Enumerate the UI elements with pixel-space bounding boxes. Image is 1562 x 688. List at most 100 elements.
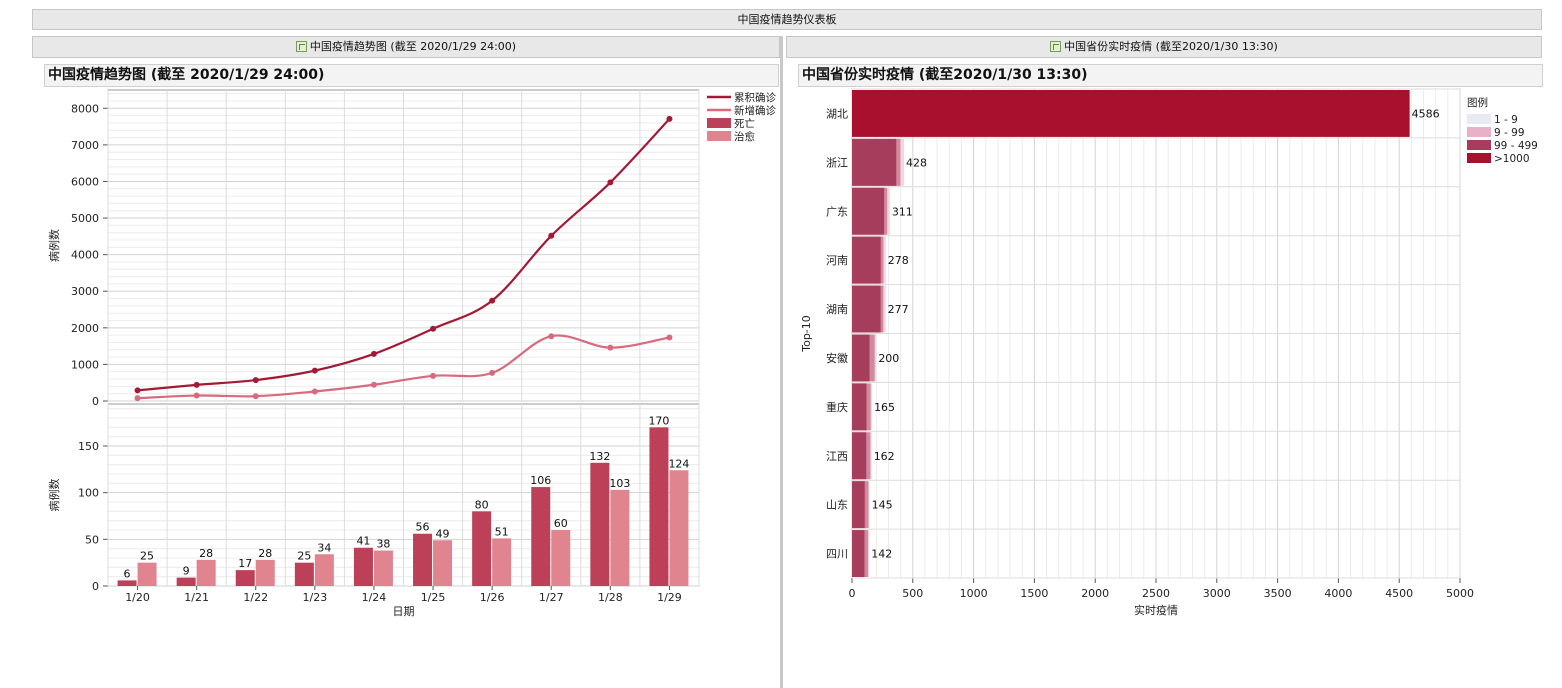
category-label: 江西 — [826, 450, 848, 463]
category-label: 湖北 — [826, 107, 848, 120]
y-tick-label: 100 — [78, 487, 99, 500]
x-tick-label: 5000 — [1446, 587, 1474, 600]
x-tick-label: 0 — [849, 587, 856, 600]
left-panel-tab-label: 中国疫情趋势图 (截至 2020/1/29 24:00) — [309, 40, 517, 53]
bar — [176, 577, 196, 586]
province-bar — [852, 138, 897, 186]
data-point — [252, 393, 259, 400]
bar-value-label: 60 — [554, 517, 568, 530]
legend-label: 9 - 99 — [1494, 127, 1525, 139]
bar — [413, 533, 433, 586]
bar-value-label: 103 — [609, 477, 630, 490]
left-chart-title-text: 中国疫情趋势图 (截至 2020/1/29 24:00) — [48, 67, 325, 83]
bar — [117, 580, 137, 586]
data-point — [134, 387, 141, 394]
data-point — [193, 381, 200, 388]
bar-value-label: 28 — [258, 547, 272, 560]
bar — [472, 511, 492, 586]
data-point — [548, 333, 555, 340]
y-axis-label: Top-10 — [800, 315, 813, 353]
x-tick-label: 1500 — [1020, 587, 1048, 600]
x-tick-label: 1/24 — [362, 591, 387, 604]
bar — [196, 559, 216, 586]
x-tick-label: 1/20 — [125, 591, 150, 604]
bar — [492, 538, 512, 586]
bar-value-label: 278 — [888, 254, 909, 267]
panel-splitter[interactable] — [780, 36, 783, 688]
data-point — [430, 372, 437, 379]
legend-swatch — [1467, 153, 1491, 163]
data-point — [430, 325, 437, 332]
province-bar — [852, 481, 865, 529]
data-point — [134, 395, 141, 402]
bar — [551, 530, 571, 586]
trend-chart: 010002000300040005000600070008000病例数累积确诊… — [47, 89, 776, 618]
bar-value-label: 6 — [124, 567, 131, 580]
bar-value-label: 80 — [475, 498, 489, 511]
x-tick-label: 1/29 — [657, 591, 682, 604]
right-panel-header[interactable]: 中国省份实时疫情 (截至2020/1/30 13:30) — [786, 36, 1542, 58]
y-tick-label: 1000 — [71, 358, 99, 371]
category-label: 广东 — [826, 205, 848, 218]
data-point — [311, 367, 318, 374]
bar — [590, 462, 610, 586]
data-point — [311, 388, 318, 395]
data-point — [370, 381, 377, 388]
bar-value-label: 34 — [317, 541, 331, 554]
category-label: 浙江 — [826, 156, 848, 169]
legend-label: 新增确诊 — [734, 104, 776, 117]
table-icon — [1050, 41, 1062, 52]
right-chart-title: 中国省份实时疫情 (截至2020/1/30 13:30) — [798, 64, 1543, 87]
x-tick-label: 1/23 — [302, 591, 327, 604]
x-tick-label: 1/25 — [421, 591, 446, 604]
bar-y-axis-label: 病例数 — [47, 479, 61, 512]
y-tick-label: 2000 — [71, 322, 99, 335]
table-icon — [295, 41, 307, 52]
bar-value-label: 132 — [589, 450, 610, 463]
y-tick-label: 6000 — [71, 175, 99, 188]
province-bar — [852, 334, 870, 382]
province-bar — [852, 285, 881, 333]
bar — [610, 489, 630, 586]
series-line — [137, 334, 670, 400]
bar — [294, 562, 314, 586]
data-point — [607, 179, 614, 186]
bar — [669, 470, 689, 586]
x-axis-label: 实时疫情 — [1134, 603, 1178, 617]
bar-value-label: 38 — [376, 538, 390, 551]
x-tick-label: 1/27 — [539, 591, 564, 604]
category-label: 四川 — [826, 548, 848, 561]
x-tick-label: 3500 — [1264, 587, 1292, 600]
bar-value-label: 124 — [668, 457, 689, 470]
bar-value-label: 311 — [892, 205, 913, 218]
left-chart-title: 中国疫情趋势图 (截至 2020/1/29 24:00) — [44, 64, 779, 87]
bar — [314, 554, 334, 586]
bar-value-label: 9 — [183, 565, 190, 578]
y-tick-label: 0 — [92, 580, 99, 593]
bar-value-label: 4586 — [1412, 107, 1440, 120]
bar-value-label: 142 — [871, 548, 892, 561]
bar-value-label: 277 — [888, 303, 909, 316]
dashboard-title: 中国疫情趋势仪表板 — [737, 13, 837, 26]
category-label: 重庆 — [826, 400, 848, 414]
dashboard-title-bar: 中国疫情趋势仪表板 — [32, 9, 1542, 30]
left-panel-header[interactable]: 中国疫情趋势图 (截至 2020/1/29 24:00) — [32, 36, 780, 58]
y-tick-label: 50 — [85, 533, 99, 546]
bar-value-label: 56 — [416, 521, 430, 534]
legend-label: >1000 — [1494, 153, 1530, 165]
bar-value-label: 170 — [648, 414, 669, 427]
bar-value-label: 106 — [530, 474, 551, 487]
province-bar — [852, 530, 865, 577]
province-bar — [852, 432, 867, 480]
x-tick-label: 1/28 — [598, 591, 623, 604]
bar — [373, 550, 393, 586]
data-point — [489, 369, 496, 376]
x-tick-label: 4000 — [1324, 587, 1352, 600]
legend-label: 死亡 — [734, 117, 755, 130]
legend-swatch — [1467, 140, 1491, 150]
y-tick-label: 7000 — [71, 139, 99, 152]
y-tick-label: 3000 — [71, 285, 99, 298]
y-tick-label: 8000 — [71, 102, 99, 115]
province-chart: 0 500 1000 1500 2000 2500 3000 3500 4000 4500 5000… — [800, 88, 1538, 617]
legend-title: 图例 — [1467, 96, 1488, 109]
